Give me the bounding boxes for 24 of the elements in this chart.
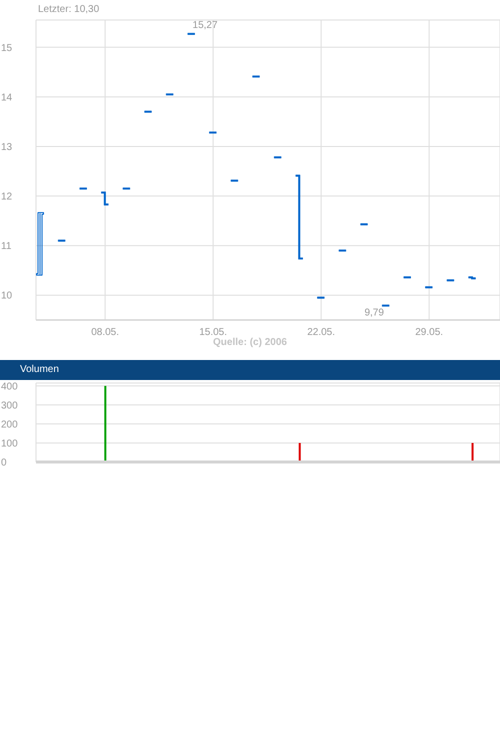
x-tick-label: 08.05. (91, 327, 120, 338)
chart-title: Volumen (20, 364, 59, 375)
candlestick (296, 174, 303, 260)
y-tick-label: 400 (1, 381, 18, 392)
chart-subtitle: Letzter: 10,30 (38, 4, 100, 15)
y-tick-label: 13 (1, 142, 13, 153)
y-tick-label: 11 (1, 241, 12, 252)
annotation: 15,27 (192, 20, 218, 31)
x-tick-label: 15.05. (199, 327, 228, 338)
y-tick-label: 100 (1, 438, 18, 450)
candlestick (101, 192, 109, 206)
x-tick-label: 22.05. (307, 327, 336, 338)
candlestick (468, 276, 476, 280)
y-tick-label: 200 (1, 419, 18, 430)
y-tick-label: 15 (1, 42, 13, 54)
source-note: Quelle: (c) 2006 (213, 337, 287, 348)
y-tick-label: 12 (1, 192, 13, 203)
x-tick-label: 29.05. (415, 327, 444, 338)
candlestick (36, 212, 44, 276)
annotation: 9,79 (364, 308, 384, 319)
y-tick-label: 300 (1, 400, 18, 412)
y-tick-label: 0 (1, 458, 7, 468)
y-tick-label: 14 (1, 92, 13, 104)
y-tick-label: 10 (1, 290, 13, 302)
